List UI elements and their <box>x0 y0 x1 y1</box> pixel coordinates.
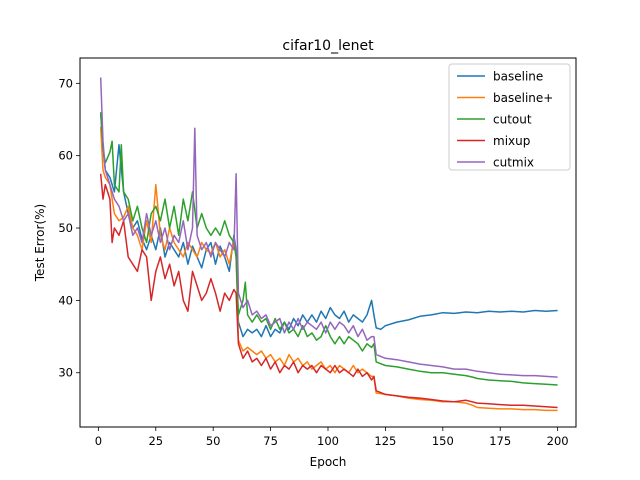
series-line-mixup <box>99 173 558 409</box>
legend-label: mixup <box>493 134 530 148</box>
x-tick-label: 150 <box>432 434 454 448</box>
x-tick-label: 50 <box>206 434 221 448</box>
y-tick-label: 30 <box>58 366 73 380</box>
legend-box <box>448 63 571 171</box>
legend-label: cutmix <box>493 156 534 170</box>
y-axis-ticks: 30 40 50 60 70 <box>58 76 80 380</box>
y-tick-label: 70 <box>58 76 73 90</box>
series-line-cutmix <box>99 77 558 378</box>
series-line-cutout <box>99 112 558 386</box>
x-tick-label: 100 <box>317 434 339 448</box>
legend-label: baseline <box>493 70 543 84</box>
x-axis-label: Epoch <box>310 455 347 469</box>
chart-title: cifar10_lenet <box>282 38 374 54</box>
x-tick-label: 200 <box>547 434 569 448</box>
x-tick-label: 0 <box>95 434 102 448</box>
legend: baseline baseline+ cutout mixup cutmix <box>448 63 571 171</box>
x-axis-ticks: 0 25 50 75 100 125 150 175 200 <box>95 427 569 448</box>
x-tick-label: 75 <box>263 434 278 448</box>
series-line-baseline <box>99 112 558 338</box>
legend-label: cutout <box>493 113 532 127</box>
y-tick-label: 50 <box>58 221 73 235</box>
x-tick-label: 175 <box>489 434 511 448</box>
x-tick-label: 25 <box>148 434 163 448</box>
y-tick-label: 40 <box>58 293 73 307</box>
y-tick-label: 60 <box>58 149 73 163</box>
legend-label: baseline+ <box>493 91 553 105</box>
x-tick-label: 125 <box>374 434 396 448</box>
y-axis-label: Test Error(%) <box>33 204 47 282</box>
series-layer <box>99 77 558 412</box>
